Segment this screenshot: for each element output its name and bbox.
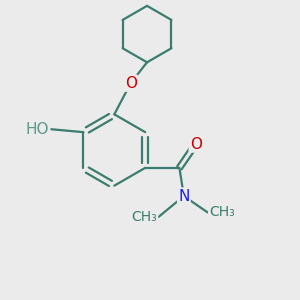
Text: N: N	[178, 189, 190, 204]
Text: CH₃: CH₃	[131, 210, 157, 224]
Text: CH₃: CH₃	[209, 206, 235, 219]
Text: O: O	[190, 136, 202, 152]
Text: O: O	[125, 76, 137, 91]
Text: HO: HO	[26, 122, 49, 137]
